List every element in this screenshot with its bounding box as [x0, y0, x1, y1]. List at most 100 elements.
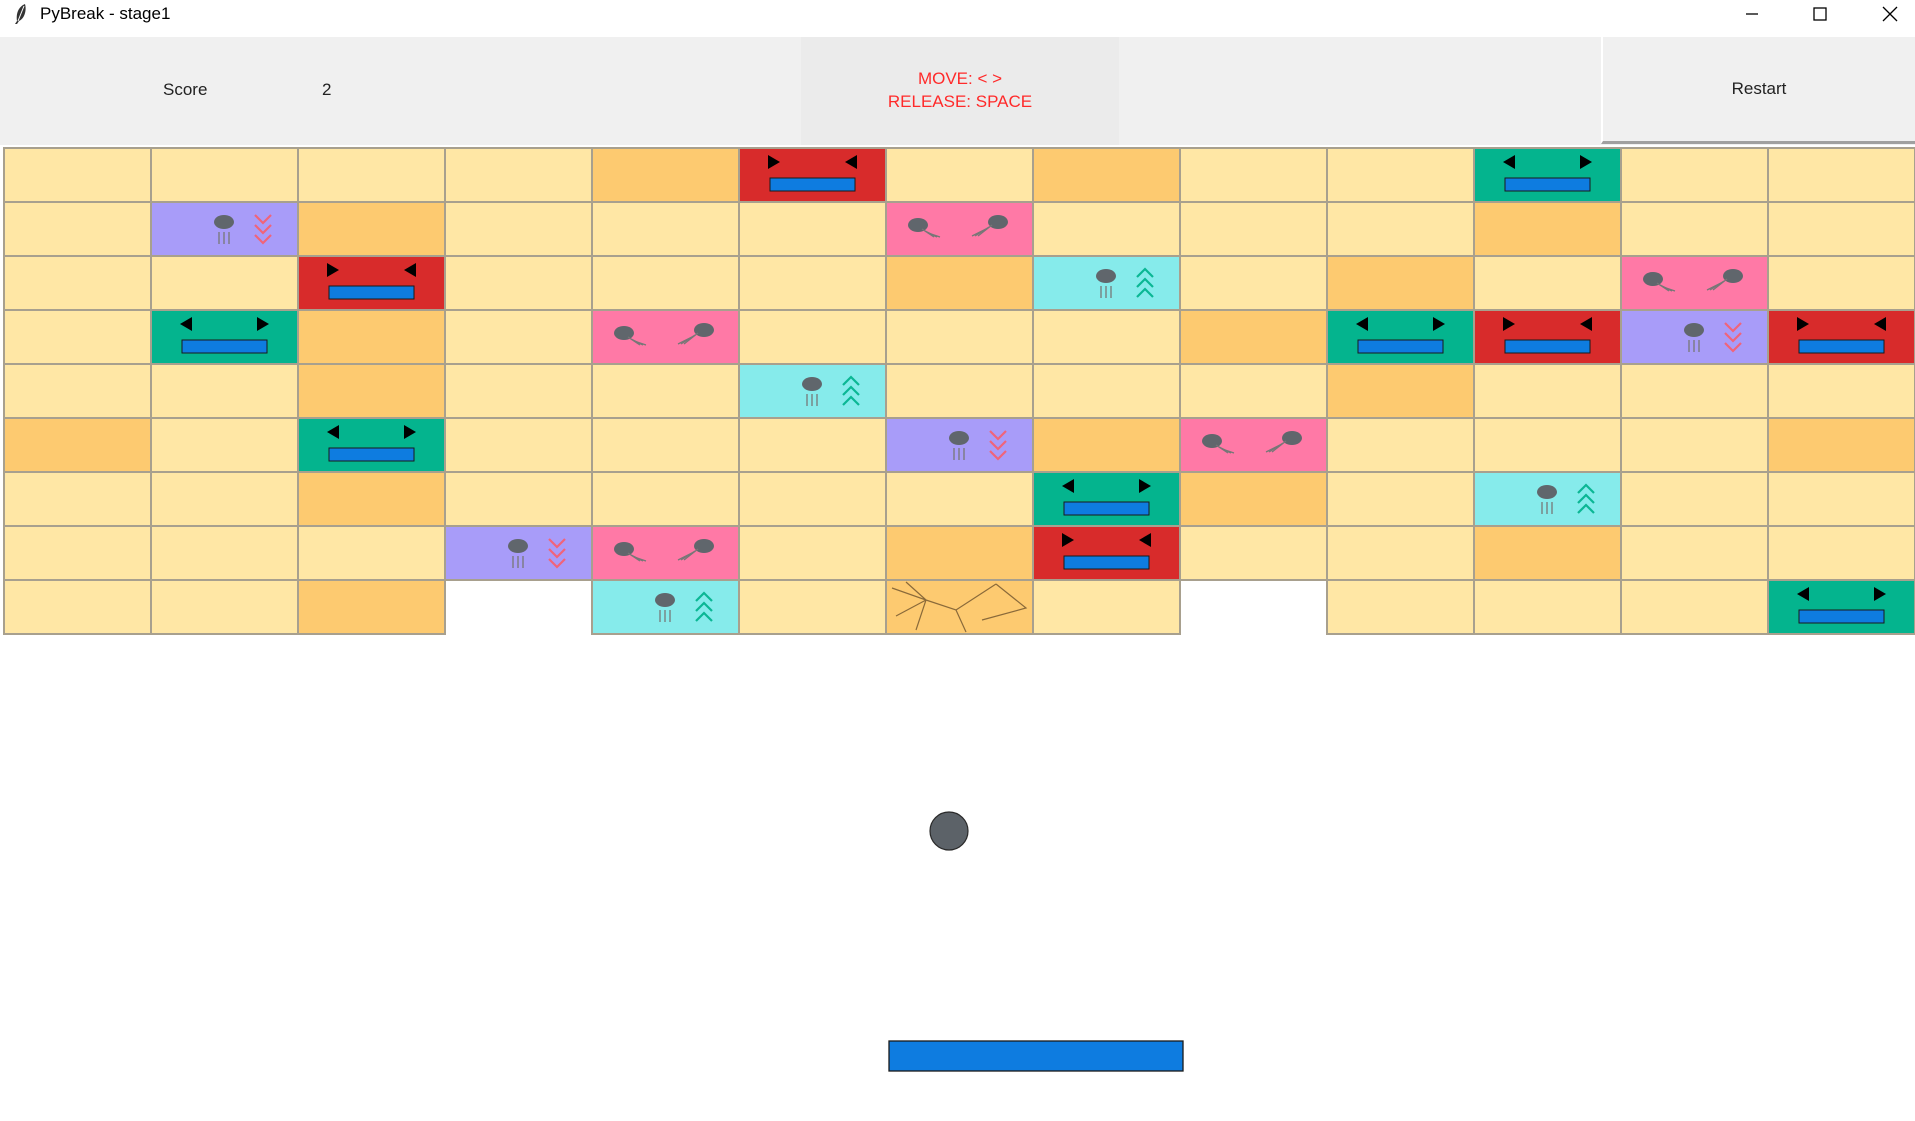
- chevron: [1577, 503, 1595, 514]
- brick-pink: [885, 201, 1034, 257]
- arrow-right-icon: [1062, 533, 1074, 547]
- brick-body: [297, 255, 446, 311]
- brick-body: [150, 309, 299, 365]
- brick-body: [1179, 201, 1328, 257]
- arrow-right-icon: [1874, 587, 1886, 601]
- brick-plain: [444, 471, 593, 527]
- chevron: [1724, 322, 1742, 333]
- trail-line: [683, 548, 699, 561]
- brick-body: [3, 147, 152, 203]
- brick-body: [1473, 579, 1622, 635]
- brick-plain: [3, 147, 152, 203]
- brick-orange: [1767, 417, 1915, 473]
- brick-plain: [1620, 579, 1769, 635]
- crack-lines: [891, 581, 1028, 633]
- brick-body: [738, 525, 887, 581]
- brick-plain: [1620, 147, 1769, 203]
- trail-line: [971, 228, 987, 237]
- brick-body: [3, 471, 152, 527]
- chevron: [548, 548, 566, 559]
- ball-glyph: [508, 539, 528, 553]
- brick-body: [885, 255, 1034, 311]
- brick-body: [1326, 525, 1475, 581]
- chevrons-up-icon: [1136, 267, 1154, 298]
- brick-body: [1767, 417, 1915, 473]
- brick-plain: [591, 201, 740, 257]
- brick-cyan: [1032, 255, 1181, 311]
- chevron: [548, 558, 566, 569]
- brick-body: [591, 201, 740, 257]
- brick-plain: [150, 147, 299, 203]
- arrow-left-icon: [404, 263, 416, 277]
- arrow-left-icon: [1503, 155, 1515, 169]
- score-label: Score: [163, 80, 208, 99]
- brick-plain: [591, 363, 740, 419]
- brick-body: [297, 363, 446, 419]
- brick-pink: [1179, 417, 1328, 473]
- brick-body: [150, 579, 299, 635]
- close-button[interactable]: [1856, 0, 1915, 28]
- brick-orange: [297, 201, 446, 257]
- brick-body: [1620, 255, 1769, 311]
- brick-orange: [297, 471, 446, 527]
- brick-orange: [1179, 309, 1328, 365]
- trail-line: [1662, 286, 1676, 292]
- brick-body: [297, 525, 446, 581]
- slow-ball-icon: [949, 431, 969, 460]
- brick-body: [1767, 309, 1915, 365]
- brick-body: [591, 309, 740, 365]
- brick-body: [1473, 525, 1622, 581]
- brick-body: [591, 525, 740, 581]
- ball-glyph: [214, 215, 234, 229]
- arrow-left-icon: [1139, 533, 1151, 547]
- brick-body: [444, 309, 593, 365]
- minimize-button[interactable]: [1718, 0, 1786, 28]
- brick-body: [150, 471, 299, 527]
- brick-plain: [1179, 363, 1328, 419]
- ball-glyph: [908, 218, 928, 232]
- mini-paddle-icon: [328, 285, 415, 300]
- brick-body: [150, 363, 299, 419]
- brick-orange: [297, 579, 446, 635]
- brick-body: [738, 255, 887, 311]
- chevron: [842, 395, 860, 406]
- arrow-left-icon: [1062, 479, 1074, 493]
- arrow-left-icon: [845, 155, 857, 169]
- mini-paddle-icon: [328, 447, 415, 462]
- chevron: [1136, 287, 1154, 298]
- brick-body: [738, 201, 887, 257]
- ball-glyph: [614, 542, 634, 556]
- help-move-text: MOVE: < >: [917, 69, 1003, 88]
- brick-purple: [885, 417, 1034, 473]
- speed-ball-icon: [802, 377, 822, 406]
- brick-body: [1179, 471, 1328, 527]
- restart-button[interactable]: Restart: [1601, 37, 1915, 144]
- slow-ball-icon: [214, 215, 234, 244]
- trail-line: [1706, 282, 1722, 291]
- trail-line: [927, 232, 941, 238]
- brick-body: [3, 201, 152, 257]
- brick-plain: [444, 309, 593, 365]
- brick-plain: [1326, 579, 1475, 635]
- brick-body: [738, 363, 887, 419]
- brick-body: [1767, 201, 1915, 257]
- brick-plain: [3, 309, 152, 365]
- brick-body: [1473, 255, 1622, 311]
- brick-plain: [444, 255, 593, 311]
- maximize-button[interactable]: [1786, 0, 1854, 28]
- brick-plain: [444, 201, 593, 257]
- brick-red: [1767, 309, 1915, 365]
- brick-body: [1620, 417, 1769, 473]
- ball-glyph: [1684, 323, 1704, 337]
- brick-body: [3, 579, 152, 635]
- brick-plain: [1620, 201, 1769, 257]
- brick-plain: [3, 525, 152, 581]
- brick-plain: [591, 471, 740, 527]
- speed-ball-icon: [1537, 485, 1557, 514]
- brick-body: [150, 525, 299, 581]
- brick-body: [1032, 255, 1181, 311]
- brick-body: [444, 147, 593, 203]
- brick-pink: [591, 309, 740, 365]
- brick-plain: [1767, 525, 1915, 581]
- brick-plain: [1032, 579, 1181, 635]
